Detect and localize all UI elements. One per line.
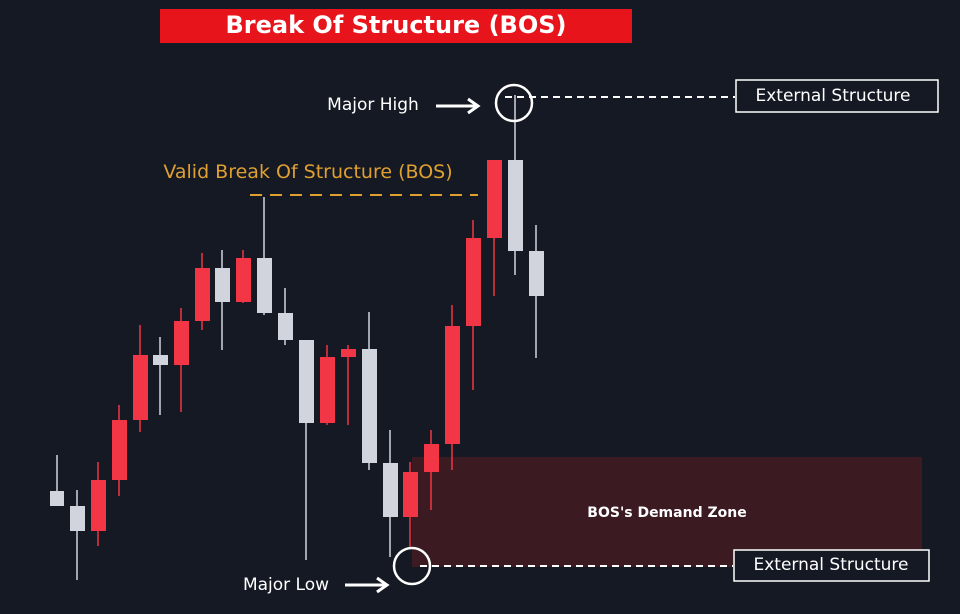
bos-label: Valid Break Of Structure (BOS) xyxy=(163,161,452,183)
low-circle xyxy=(392,546,432,586)
title: Break Of Structure (BOS) xyxy=(226,11,567,39)
external-top-box xyxy=(735,79,939,113)
demand-zone-label: BOS's Demand Zone xyxy=(587,505,746,521)
external-bottom-box xyxy=(733,549,930,582)
demand-zone xyxy=(412,457,922,567)
high-circle xyxy=(494,83,534,123)
external-bottom-label: External Structure xyxy=(753,555,908,575)
major-high-label: Major High xyxy=(327,95,419,115)
low-arrow xyxy=(345,576,390,594)
external-top-label: External Structure xyxy=(755,86,910,106)
title-box xyxy=(160,9,632,43)
candles xyxy=(50,95,544,580)
major-low-label: Major Low xyxy=(243,575,329,595)
high-arrow xyxy=(436,97,481,115)
